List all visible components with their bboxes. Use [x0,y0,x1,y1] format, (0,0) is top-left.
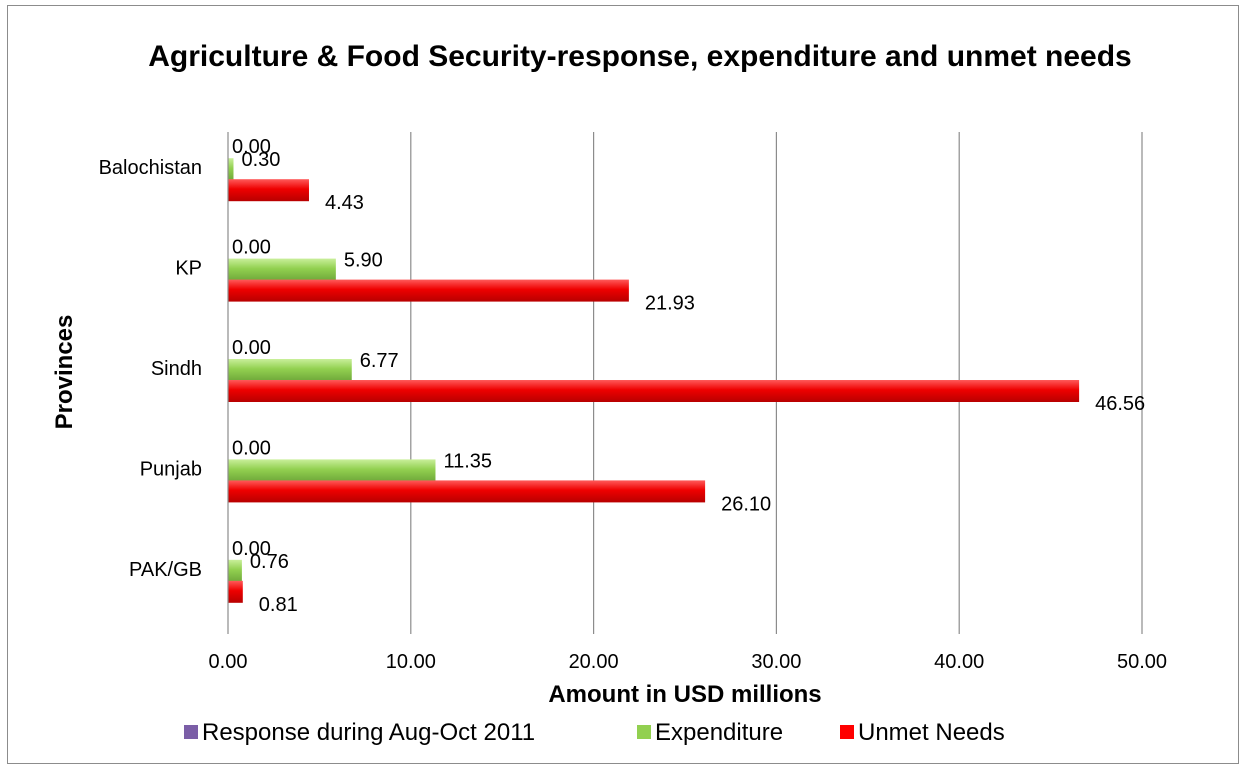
legend: Response during Aug-Oct 2011 Expenditure U… [184,719,1005,746]
y-axis-title: Provinces [51,315,78,430]
bar [228,179,309,202]
data-label: 21.93 [645,293,695,315]
x-tick-labels: 0.00 10.00 20.00 30.00 40.00 50.00 [209,651,1168,673]
x-tick-label: 40.00 [934,651,984,673]
legend-label: Expenditure [655,719,783,746]
x-tick-label: 20.00 [569,651,619,673]
x-tick-label: 30.00 [751,651,801,673]
legend-label: Response during Aug-Oct 2011 [202,719,535,746]
data-label: 0.81 [259,594,298,616]
data-label: 0.00 [232,538,271,560]
data-labels: 0.000.304.430.005.9021.930.006.7746.560.… [232,136,1145,616]
bar [228,459,436,482]
data-label: 0.30 [241,149,280,171]
category-label: Sindh [151,358,202,380]
legend-item: Expenditure [637,719,783,746]
legend-label: Unmet Needs [858,719,1005,746]
bar [228,359,352,381]
bar [228,279,629,302]
legend-item: Response during Aug-Oct 2011 [184,719,535,746]
category-label: PAK/GB [129,559,202,581]
data-label: 0.00 [232,337,271,359]
bar [228,559,242,582]
x-tick-label: 10.00 [386,651,436,673]
legend-swatch [184,725,198,739]
category-label: KP [175,258,202,280]
legend-swatch [637,725,651,739]
x-tick-label: 50.00 [1117,651,1167,673]
category-label: Punjab [140,458,202,480]
x-tick-label: 0.00 [209,651,248,673]
bar [228,480,706,503]
bar [228,580,243,603]
data-label: 11.35 [443,450,492,472]
category-labels: Balochistan KP Sindh Punjab PAK/GB [99,157,202,581]
category-label: Balochistan [99,157,202,179]
x-axis-title: Amount in USD millions [548,681,821,708]
bar [228,258,336,281]
legend-item: Unmet Needs [840,719,1005,746]
chart-title: Agriculture & Food Security-response, ex… [148,40,1132,73]
data-label: 6.77 [360,350,399,372]
legend-swatch [840,725,854,739]
bar [228,158,234,181]
data-label: 0.00 [232,237,271,259]
data-label: 0.00 [232,136,271,158]
data-label: 4.43 [325,192,364,214]
data-label: 0.00 [232,437,271,459]
data-label: 46.56 [1095,393,1145,415]
bar [228,380,1080,402]
data-label: 26.10 [721,493,771,515]
data-label: 5.90 [344,250,383,272]
data-label: 0.76 [250,551,289,573]
bars [228,158,1080,603]
